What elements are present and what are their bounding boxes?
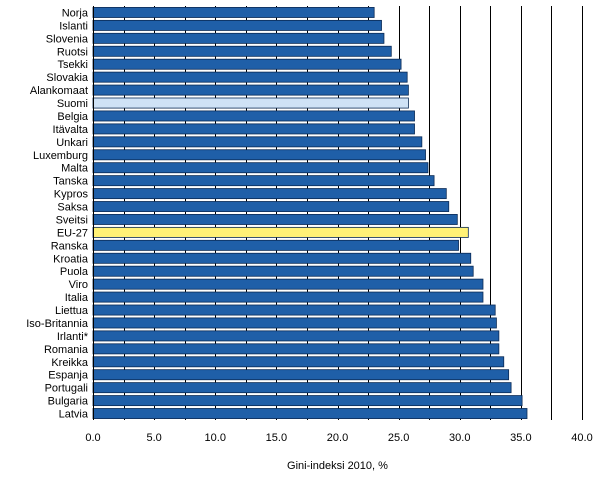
bar-3 — [92, 45, 392, 57]
bar-8 — [92, 110, 415, 122]
x-tick-label-4: 20.0 — [327, 432, 348, 444]
x-tick-label-7: 35.0 — [510, 432, 531, 444]
category-label-31: Latvia — [59, 409, 89, 421]
category-label-21: Viro — [69, 279, 88, 291]
bar-28 — [92, 369, 510, 381]
category-label-27: Kreikka — [51, 357, 89, 369]
bar-22 — [92, 291, 484, 303]
x-tick-label-1: 5.0 — [146, 432, 161, 444]
category-label-6: Alankomaat — [30, 85, 88, 97]
bar-23 — [92, 304, 496, 316]
category-label-0: Norja — [62, 7, 89, 19]
category-label-12: Malta — [61, 163, 89, 175]
category-label-30: Bulgaria — [48, 396, 89, 408]
category-label-9: Itävalta — [53, 124, 89, 136]
bar-21 — [92, 278, 484, 290]
bar-10 — [92, 136, 423, 148]
bar-0 — [92, 7, 375, 18]
bar-9 — [92, 123, 415, 135]
bar-11 — [92, 149, 426, 161]
category-label-20: Puola — [60, 266, 89, 278]
x-tick-label-3: 15.0 — [266, 432, 287, 444]
bar-30 — [92, 395, 523, 407]
bar-24 — [92, 317, 497, 329]
category-label-8: Belgia — [57, 111, 88, 123]
category-label-23: Liettua — [55, 305, 89, 317]
category-label-14: Kypros — [54, 189, 89, 201]
category-label-19: Kroatia — [53, 253, 89, 265]
bar-4 — [92, 58, 402, 70]
bar-20 — [92, 265, 474, 277]
x-tick-label-0: 0.0 — [85, 432, 100, 444]
category-label-5: Slovakia — [46, 72, 88, 84]
bar-2 — [92, 32, 385, 44]
bar-31 — [92, 408, 528, 419]
bar-13 — [92, 175, 435, 187]
x-tick-label-8: 40.0 — [571, 432, 592, 444]
bar-19 — [92, 252, 472, 264]
bar-26 — [92, 343, 500, 355]
bar-27 — [92, 356, 505, 368]
bar-5 — [92, 71, 408, 83]
category-label-2: Slovenia — [46, 33, 89, 45]
bar-17 — [92, 226, 469, 238]
category-label-1: Islanti — [59, 20, 88, 32]
x-tick-label-5: 25.0 — [388, 432, 409, 444]
category-label-26: Romania — [44, 344, 89, 356]
category-label-16: Sveitsi — [56, 214, 88, 226]
bar-6 — [92, 84, 409, 96]
bar-18 — [92, 239, 459, 251]
category-label-18: Ranska — [51, 240, 89, 252]
category-label-24: Iso-Britannia — [26, 318, 89, 330]
category-label-7: Suomi — [57, 98, 88, 110]
category-labels: NorjaIslantiSloveniaRuotsiTsekkiSlovakia… — [26, 7, 89, 420]
bar-12 — [92, 162, 429, 174]
category-label-29: Portugali — [45, 383, 88, 395]
category-label-15: Saksa — [57, 202, 88, 214]
bar-1 — [92, 19, 382, 31]
category-label-17: EU-27 — [57, 227, 88, 239]
category-label-4: Tsekki — [57, 59, 88, 71]
bar-16 — [92, 214, 458, 225]
bar-7 — [92, 97, 409, 109]
x-axis-label: Gini-indeksi 2010, % — [287, 460, 388, 472]
bar-29 — [92, 382, 512, 394]
category-label-3: Ruotsi — [57, 46, 88, 58]
x-tick-label-6: 30.0 — [449, 432, 470, 444]
category-label-25: Irlanti* — [57, 331, 89, 343]
x-tick-labels: 0.0 5.0 10.0 15.0 20.0 25.0 30.0 35.0 40.0 — [85, 432, 592, 444]
bar-14 — [92, 188, 447, 200]
bars — [92, 7, 528, 419]
x-tick-label-2: 10.0 — [205, 432, 226, 444]
category-label-28: Espanja — [48, 370, 89, 382]
bar-25 — [92, 330, 500, 342]
category-label-11: Luxemburg — [33, 150, 88, 162]
category-label-13: Tanska — [53, 176, 89, 188]
bar-15 — [92, 201, 450, 212]
category-label-22: Italia — [65, 292, 89, 304]
category-label-10: Unkari — [56, 137, 88, 149]
